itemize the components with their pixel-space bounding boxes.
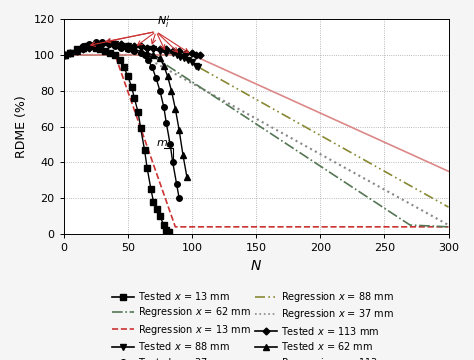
Y-axis label: RDME (%): RDME (%)	[15, 95, 28, 158]
Legend: Tested $x$ = 13 mm, Regression $x$ = 62 mm, Regression $x$ = 13 mm, Tested $x$ =: Tested $x$ = 13 mm, Regression $x$ = 62 …	[109, 286, 404, 360]
X-axis label: N: N	[251, 258, 261, 273]
Text: $N_i'$: $N_i'$	[157, 14, 171, 30]
Text: $m_i$: $m_i$	[156, 138, 171, 150]
